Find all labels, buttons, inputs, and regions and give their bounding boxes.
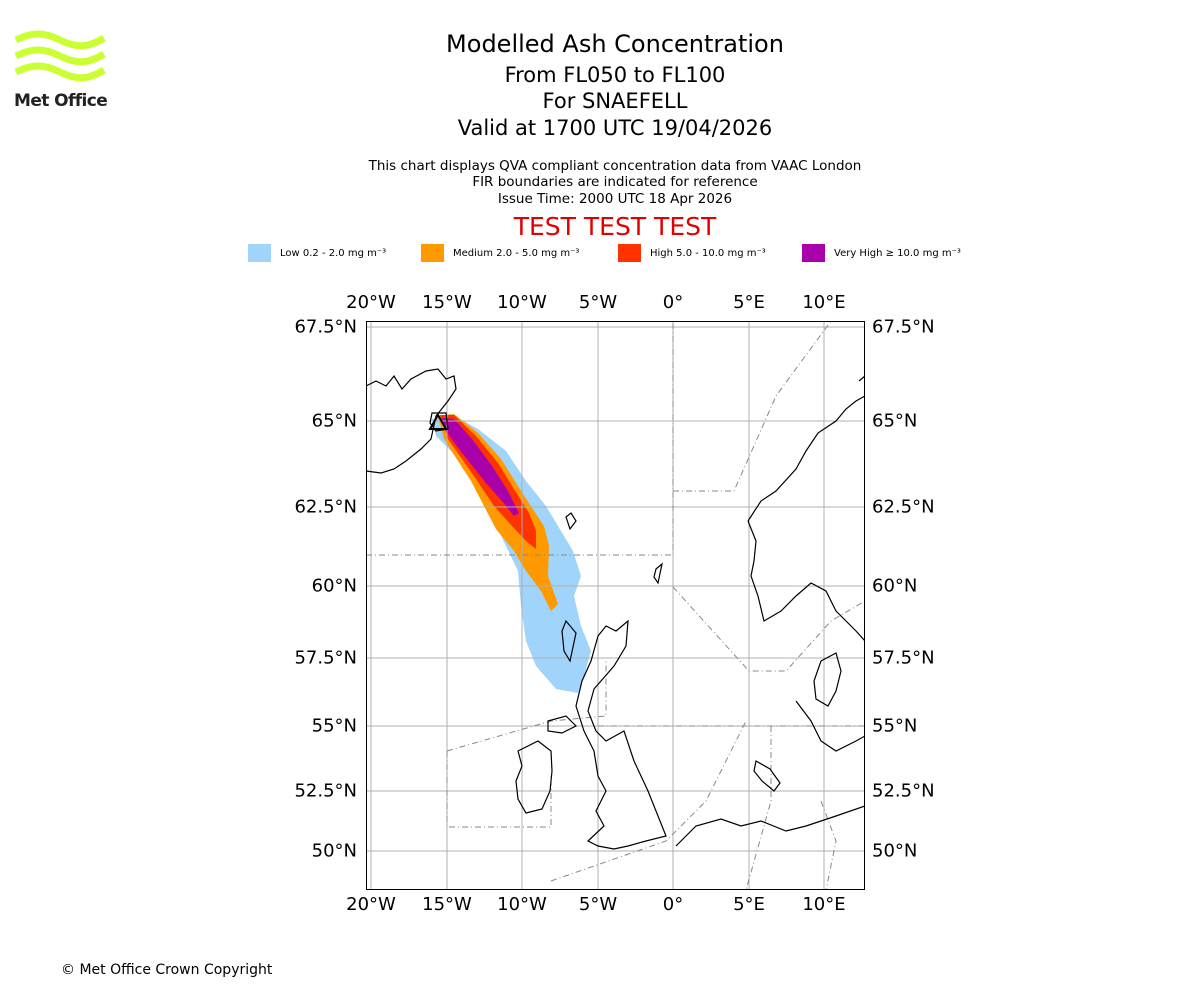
legend-label-high: High 5.0 - 10.0 mg m⁻³ <box>650 247 766 259</box>
lon-tick-top: 0° <box>662 292 684 313</box>
copyright-notice: © Met Office Crown Copyright <box>61 962 273 978</box>
coastlines <box>366 368 865 850</box>
flight-levels: From FL050 to FL100 <box>504 63 726 87</box>
logo-wordmark: Met Office <box>14 91 108 111</box>
ash-map <box>366 321 865 890</box>
legend-item-low: Low 0.2 - 2.0 mg m⁻³ <box>248 244 386 262</box>
lat-tick-left: 57.5°N <box>294 647 357 669</box>
lat-tick-right: 50°N <box>872 840 918 862</box>
lat-tick-left: 52.5°N <box>294 780 357 802</box>
ash-very-high-area <box>442 418 519 516</box>
lat-tick-right: 60°N <box>872 575 918 597</box>
ash-low-area <box>432 414 591 693</box>
lon-tick-bottom: 20°W <box>346 894 396 915</box>
fir-boundaries <box>366 321 865 890</box>
legend-item-medium: Medium 2.0 - 5.0 mg m⁻³ <box>421 244 579 262</box>
legend-swatch-high <box>618 244 641 262</box>
lon-tick-top: 15°W <box>422 292 472 313</box>
test-banner: TEST TEST TEST <box>513 212 717 241</box>
issue-time: Issue Time: 2000 UTC 18 Apr 2026 <box>497 191 733 207</box>
lon-tick-top: 20°W <box>346 292 396 313</box>
volcano-name: For SNAEFELL <box>542 89 688 113</box>
met-office-logo <box>14 30 106 82</box>
legend-swatch-very-high <box>802 244 825 262</box>
fir-note: FIR boundaries are indicated for referen… <box>472 174 758 190</box>
legend-swatch-low <box>248 244 271 262</box>
legend-swatch-medium <box>421 244 444 262</box>
lon-tick-top: 5°E <box>733 292 765 313</box>
lon-tick-bottom: 10°W <box>497 894 547 915</box>
lat-tick-right: 65°N <box>872 410 918 432</box>
lon-tick-bottom: 0° <box>662 894 684 915</box>
lat-tick-left: 65°N <box>311 410 357 432</box>
lat-tick-left: 50°N <box>311 840 357 862</box>
lon-tick-top: 10°E <box>802 292 846 313</box>
lat-tick-left: 62.5°N <box>294 496 357 518</box>
map-frame <box>366 321 865 890</box>
lat-tick-right: 62.5°N <box>872 496 935 518</box>
lon-tick-bottom: 5°W <box>578 894 618 915</box>
description-line: This chart displays QVA compliant concen… <box>368 158 862 174</box>
lat-tick-right: 52.5°N <box>872 780 935 802</box>
legend-label-very-high: Very High ≥ 10.0 mg m⁻³ <box>834 247 961 259</box>
legend-label-low: Low 0.2 - 2.0 mg m⁻³ <box>280 247 387 259</box>
legend-label-medium: Medium 2.0 - 5.0 mg m⁻³ <box>453 247 580 259</box>
volcano-marker <box>428 412 448 430</box>
legend-item-high: High 5.0 - 10.0 mg m⁻³ <box>618 244 766 262</box>
legend-item-very-high: Very High ≥ 10.0 mg m⁻³ <box>802 244 961 262</box>
valid-time: Valid at 1700 UTC 19/04/2026 <box>457 116 773 140</box>
lon-tick-top: 5°W <box>578 292 618 313</box>
lat-tick-left: 60°N <box>311 575 357 597</box>
chart-title: Modelled Ash Concentration <box>446 30 784 58</box>
graticule <box>366 321 865 890</box>
lat-tick-right: 57.5°N <box>872 647 935 669</box>
lat-tick-right: 67.5°N <box>872 316 935 338</box>
lat-tick-right: 55°N <box>872 715 918 737</box>
lon-tick-top: 10°W <box>497 292 547 313</box>
lon-tick-bottom: 15°W <box>422 894 472 915</box>
lon-tick-bottom: 10°E <box>802 894 846 915</box>
lon-tick-bottom: 5°E <box>733 894 765 915</box>
lat-tick-left: 55°N <box>311 715 357 737</box>
lat-tick-left: 67.5°N <box>294 316 357 338</box>
